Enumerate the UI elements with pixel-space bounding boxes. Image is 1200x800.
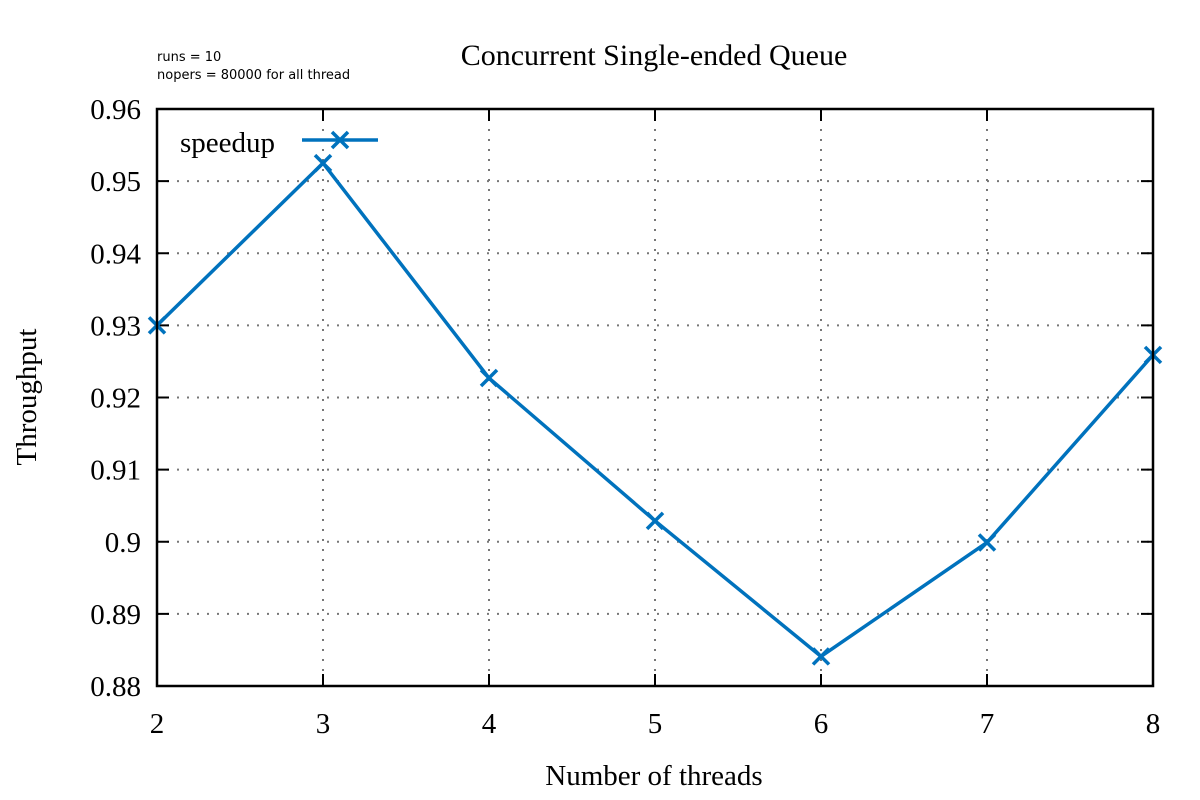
y-tick-label: 0.96 xyxy=(90,94,141,126)
x-tick-label: 6 xyxy=(814,708,829,740)
x-tick-label: 4 xyxy=(482,708,497,740)
y-tick-label: 0.9 xyxy=(105,527,141,559)
tick-labels: 2 3 4 5 6 7 8 0.88 0.89 0.9 0.91 0.92 0.93 0.94 0.95 0.… xyxy=(90,94,1160,740)
x-tick-label: 5 xyxy=(648,708,663,740)
operations-note: nopers = 80000 for all thread xyxy=(157,68,350,83)
data-point-marker xyxy=(811,647,831,666)
plot-frame xyxy=(155,107,1155,688)
x-tick-label: 3 xyxy=(316,708,331,740)
x-tick-label: 2 xyxy=(150,708,165,740)
data-point-marker xyxy=(645,511,665,531)
grid-lines xyxy=(157,109,1153,686)
y-tick-label: 0.89 xyxy=(90,599,141,631)
y-tick-label: 0.91 xyxy=(90,455,141,487)
run-count-note: runs = 10 xyxy=(157,50,221,65)
chart-title: Concurrent Single-ended Queue xyxy=(461,39,848,72)
data-point-marker xyxy=(977,533,997,552)
y-axis-title: Throughput xyxy=(11,329,43,466)
x-tick-label: 8 xyxy=(1146,708,1161,740)
x-tick-label: 7 xyxy=(980,708,995,740)
data-point-marker xyxy=(313,153,333,173)
legend-label-speedup: speedup xyxy=(180,127,275,159)
data-point-marker xyxy=(479,368,499,388)
y-tick-label: 0.94 xyxy=(90,238,141,270)
x-axis-title: Number of threads xyxy=(545,760,762,792)
y-tick-label: 0.92 xyxy=(90,383,141,415)
y-tick-label: 0.95 xyxy=(90,166,141,198)
y-tick-label: 0.88 xyxy=(90,671,141,703)
legend-x-marker-icon xyxy=(330,130,350,150)
y-tick-label: 0.93 xyxy=(90,310,141,342)
legend: speedup xyxy=(180,127,378,159)
